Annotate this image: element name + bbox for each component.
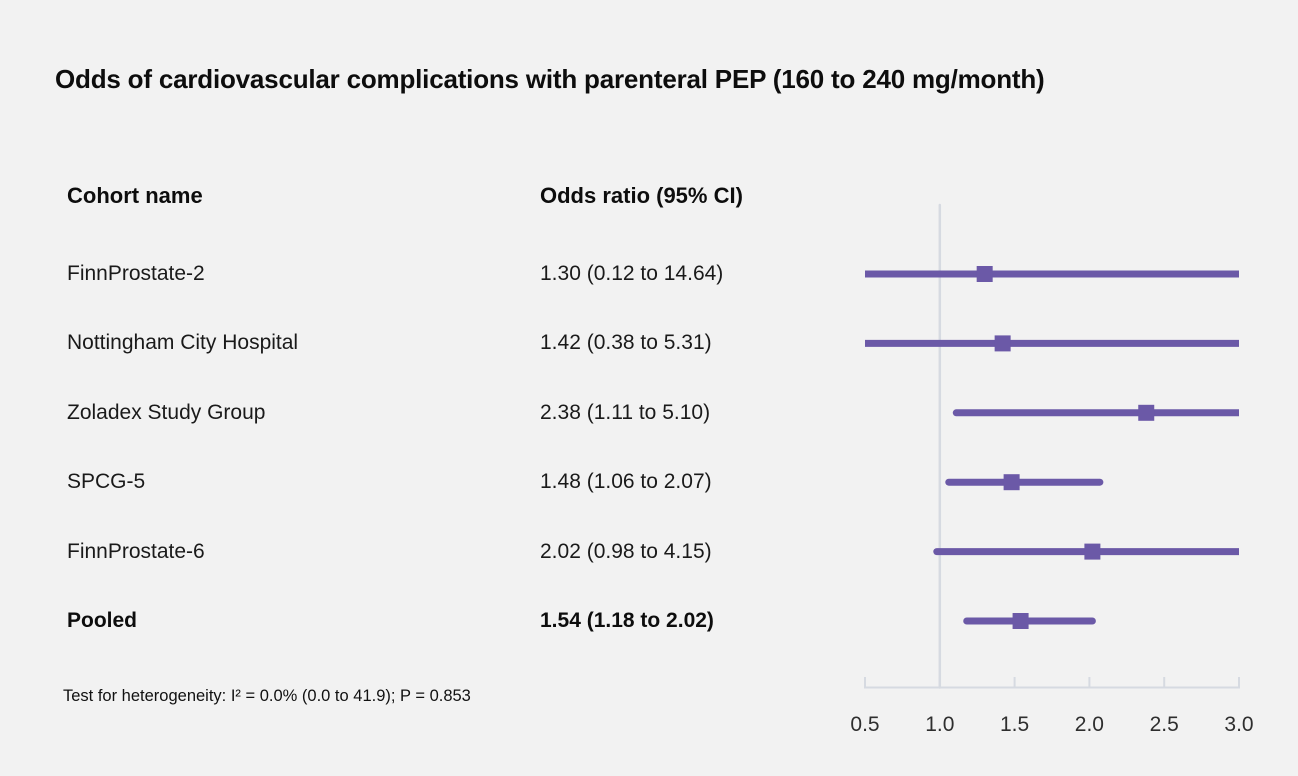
table-row: Nottingham City Hospital 1.42 (0.38 to 5.… (0, 326, 840, 360)
column-header-odds-ratio: Odds ratio (95% CI) (540, 183, 743, 208)
table-row: FinnProstate-2 1.30 (0.12 to 14.64) (0, 257, 840, 291)
x-axis-tick-label: 3.0 (1224, 713, 1253, 736)
cohort-name-cell: Pooled (67, 609, 138, 632)
table-row: SPCG-5 1.48 (1.06 to 2.07) (0, 465, 840, 499)
chart-title: Odds of cardiovascular complications wit… (55, 64, 1045, 94)
odds-ratio-cell: 1.30 (0.12 to 14.64) (540, 262, 724, 285)
point-estimate-marker (976, 266, 993, 282)
heterogeneity-footnote: Test for heterogeneity: I² = 0.0% (0.0 t… (63, 687, 471, 705)
x-axis-tick-label: 0.5 (850, 713, 879, 736)
ci-lines-group (865, 270, 1239, 625)
odds-ratio-cell: 2.38 (1.11 to 5.10) (540, 400, 711, 424)
point-estimate-marker (1138, 404, 1155, 421)
odds-ratio-cell: 1.54 (1.18 to 2.02) (540, 609, 714, 632)
odds-ratio-cell: 2.02 (0.98 to 4.15) (540, 539, 712, 563)
cohort-name-cell: Zoladex Study Group (67, 400, 266, 424)
point-estimate-marker (1084, 543, 1101, 560)
x-axis-tick-label: 1.5 (1000, 713, 1029, 736)
odds-ratio-cell: 1.42 (0.38 to 5.31) (540, 331, 712, 355)
odds-ratio-cell: 1.48 (1.06 to 2.07) (540, 470, 712, 494)
point-estimate-marker (1003, 474, 1020, 491)
cohort-name-cell: FinnProstate-6 (67, 539, 205, 563)
cohort-name-cell: SPCG-5 (67, 470, 146, 494)
column-header-cohort-name: Cohort name (67, 183, 203, 208)
table-row: Zoladex Study Group 2.38 (1.11 to 5.10) (0, 396, 840, 430)
cohort-name-cell: FinnProstate-2 (67, 262, 205, 285)
table-row: FinnProstate-6 2.02 (0.98 to 4.15) (0, 535, 840, 569)
cohort-name-cell: Nottingham City Hospital (67, 331, 299, 355)
point-estimate-marker (994, 335, 1011, 352)
table-row: Pooled 1.54 (1.18 to 2.02) (0, 604, 840, 638)
study-rows-container: FinnProstate-2 1.30 (0.12 to 14.64) Nottin… (0, 257, 840, 638)
x-axis-tick-label: 1.0 (925, 713, 954, 736)
x-axis-tick-label: 2.5 (1150, 713, 1179, 736)
pooled-estimate-marker (1012, 613, 1029, 629)
x-axis-tick-label: 2.0 (1075, 713, 1104, 736)
